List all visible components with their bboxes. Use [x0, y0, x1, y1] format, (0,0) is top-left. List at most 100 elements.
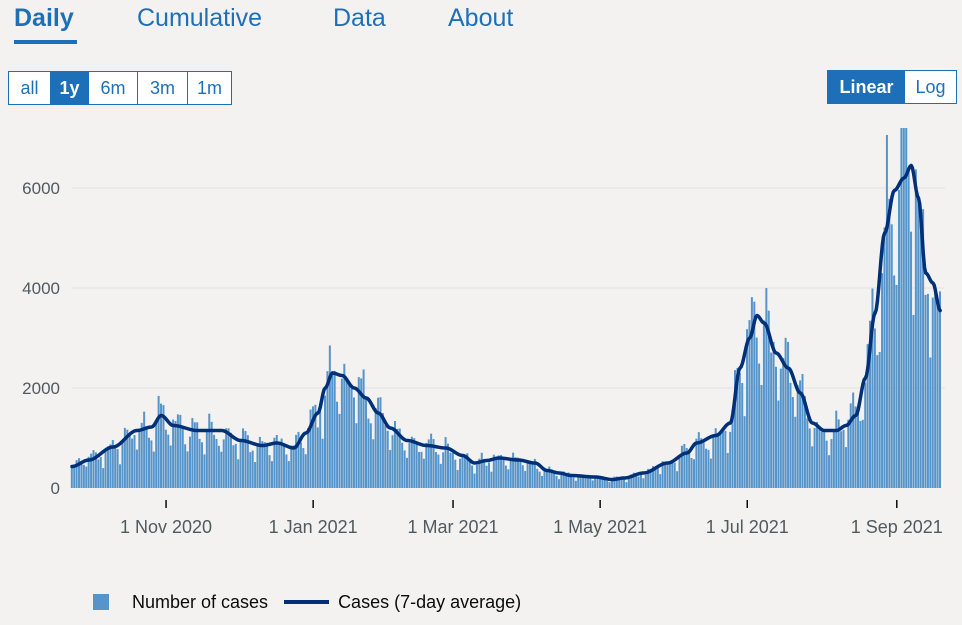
tab-daily[interactable]: Daily: [14, 4, 74, 32]
daily-case-bar: [813, 427, 816, 488]
daily-case-bar: [191, 418, 194, 488]
daily-case-bar: [379, 397, 382, 488]
x-tick-label: 1 May 2021: [553, 517, 647, 537]
daily-case-bar: [302, 448, 305, 488]
daily-case-bar: [434, 452, 437, 488]
daily-case-bar: [270, 461, 273, 488]
daily-case-bar: [938, 291, 941, 488]
daily-case-bar: [512, 452, 515, 488]
daily-case-bar: [731, 410, 734, 488]
range-1m-button[interactable]: 1m: [196, 77, 222, 98]
daily-case-bar: [787, 341, 790, 488]
daily-case-bar: [504, 465, 507, 488]
daily-case-bar: [468, 460, 471, 488]
gridlines: [72, 187, 945, 389]
daily-case-bar: [707, 449, 710, 488]
daily-case-bar: [497, 455, 500, 488]
range-1y-button[interactable]: 1y: [51, 72, 89, 104]
daily-case-bar: [205, 431, 208, 488]
average-line-path: [70, 163, 942, 482]
daily-cases-bars: [70, 128, 941, 489]
scale-linear-button[interactable]: Linear: [828, 71, 905, 103]
range-all-button[interactable]: all: [9, 72, 51, 104]
daily-case-bar: [924, 294, 927, 488]
daily-case-bar: [420, 451, 423, 488]
daily-case-bar: [384, 425, 387, 488]
scale-log-button[interactable]: Log: [915, 76, 946, 97]
daily-case-bar: [840, 431, 843, 488]
daily-case-bar: [683, 444, 686, 488]
daily-case-bar: [331, 371, 334, 488]
daily-case-bar: [92, 450, 95, 488]
daily-case-bar: [213, 434, 216, 488]
daily-case-bar: [700, 438, 703, 488]
daily-case-bar: [702, 442, 705, 488]
daily-case-bar: [750, 297, 753, 488]
daily-case-bar: [680, 445, 683, 488]
daily-case-bar: [502, 456, 505, 488]
daily-case-bar: [119, 464, 122, 488]
daily-case-bar: [726, 453, 729, 488]
daily-case-bar: [579, 475, 582, 488]
daily-case-bar: [104, 448, 107, 488]
daily-case-bar: [555, 476, 558, 488]
daily-case-bar: [408, 442, 411, 488]
daily-case-bar: [567, 472, 570, 488]
daily-case-bar: [336, 401, 339, 488]
daily-case-bar: [222, 439, 225, 488]
daily-case-bar: [225, 428, 228, 488]
daily-case-bar: [777, 400, 780, 488]
daily-case-bar: [738, 372, 741, 488]
daily-case-bar: [473, 473, 476, 488]
daily-case-bar: [659, 474, 662, 488]
daily-case-bar: [929, 357, 932, 488]
daily-case-bar: [85, 466, 88, 488]
daily-case-bar: [791, 397, 794, 488]
daily-case-bar: [536, 468, 539, 488]
daily-case-bar: [538, 471, 541, 488]
daily-case-bar: [533, 458, 536, 488]
daily-case-bar: [179, 414, 182, 488]
daily-case-bar: [266, 442, 269, 488]
daily-case-bar: [217, 445, 220, 488]
daily-case-bar: [632, 472, 635, 488]
daily-case-bar: [765, 288, 768, 488]
daily-case-bar: [439, 463, 442, 488]
scale-selector: Linear Log: [827, 70, 957, 104]
daily-case-bar: [782, 358, 785, 488]
daily-case-bar: [521, 465, 524, 488]
daily-case-bar: [135, 449, 138, 488]
tab-cumulative[interactable]: Cumulative: [137, 4, 263, 32]
range-6m-button[interactable]: 6m: [89, 72, 138, 104]
daily-case-bar: [902, 128, 905, 488]
daily-case-bar: [914, 169, 917, 488]
daily-case-bar: [147, 437, 150, 488]
x-tick-label: 1 Jan 2021: [269, 517, 358, 537]
daily-case-bar: [779, 368, 782, 488]
daily-case-bar: [890, 224, 893, 488]
daily-case-bar: [427, 439, 430, 488]
daily-case-bar: [803, 396, 806, 488]
daily-case-bar: [692, 459, 695, 488]
daily-case-bar: [393, 421, 396, 488]
daily-case-bar: [283, 446, 286, 488]
range-3m-button[interactable]: 3m: [138, 72, 188, 104]
tab-about[interactable]: About: [448, 4, 514, 32]
daily-case-bar: [377, 397, 380, 488]
daily-case-bar: [152, 451, 155, 488]
tab-data[interactable]: Data: [333, 4, 386, 32]
daily-case-bar: [625, 482, 628, 488]
daily-case-bar: [143, 411, 146, 488]
daily-case-bar: [449, 452, 452, 488]
daily-case-bar: [82, 464, 85, 488]
daily-case-bar: [678, 457, 681, 488]
daily-case-bar: [594, 478, 597, 488]
daily-case-bar: [157, 395, 160, 488]
daily-case-bar: [80, 463, 83, 488]
daily-case-bar: [806, 418, 809, 488]
daily-case-bar: [584, 475, 587, 488]
legend-bar-swatch: [93, 594, 109, 610]
daily-case-bar: [550, 469, 553, 488]
chart-legend: Number of cases Cases (7-day average): [93, 589, 521, 615]
daily-case-bar: [227, 428, 230, 488]
